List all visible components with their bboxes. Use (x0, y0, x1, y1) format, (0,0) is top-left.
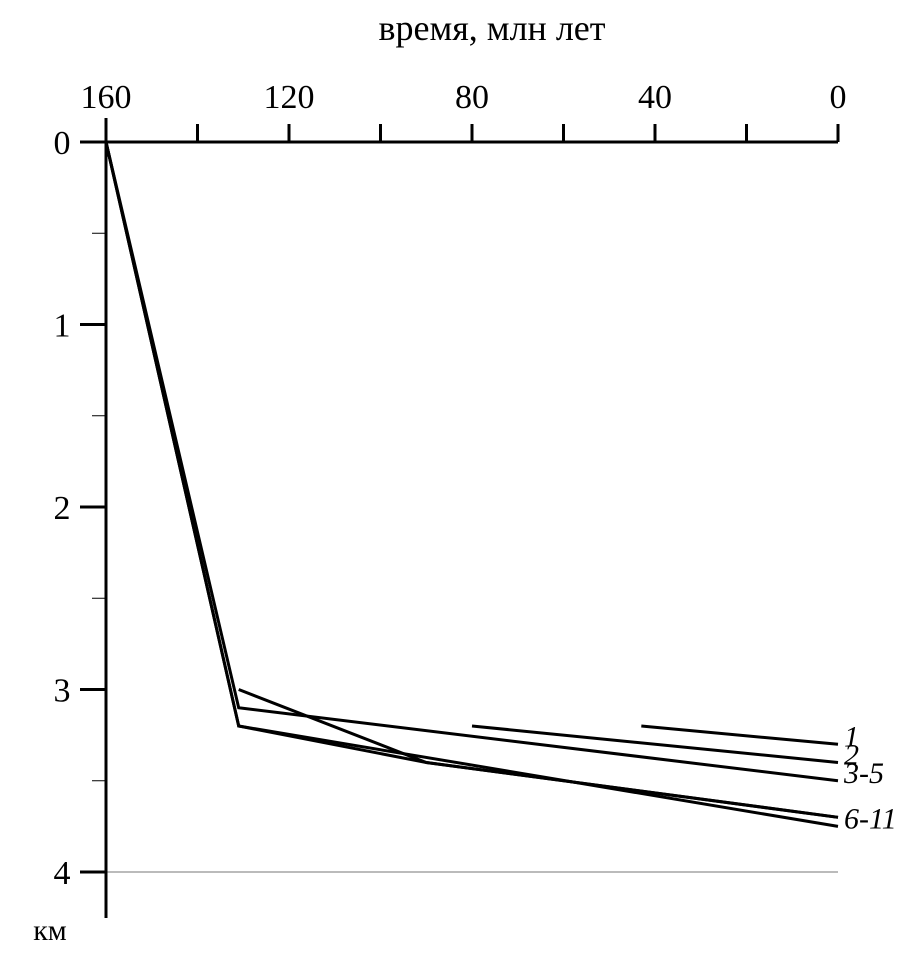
series-label-6-11: 6-11 (844, 802, 897, 835)
series-line-6-11 (104, 141, 839, 828)
series-line-unlabeled-4 (238, 688, 839, 819)
x-tick-label-160: 160 (81, 79, 132, 116)
series-line-3-5 (104, 141, 839, 783)
x-tick-label-80: 80 (455, 79, 489, 116)
x-axis-ticks: 160 120 80 40 0 (81, 79, 847, 142)
series-label-1: 1 (844, 720, 859, 753)
series-line-unlabeled-3 (104, 141, 839, 819)
y-axis-unit: км (33, 914, 67, 947)
x-tick-label-40: 40 (638, 79, 672, 116)
x-tick-label-0: 0 (830, 79, 847, 116)
y-tick-label-0: 0 (54, 125, 71, 162)
series-labels: 123-5 6-11 (843, 720, 897, 835)
series-group (104, 141, 839, 828)
x-tick-label-120: 120 (264, 79, 315, 116)
y-tick-label-1: 1 (54, 308, 71, 345)
y-tick-label-3: 3 (54, 673, 71, 710)
series-line-1 (641, 724, 839, 746)
series-label-2: 2 (844, 739, 859, 772)
y-axis-ticks: 0 1 2 3 4 (54, 125, 106, 892)
y-tick-label-2: 2 (54, 490, 71, 527)
series-label-3-5: 3-5 (843, 757, 884, 790)
y-tick-label-4: 4 (54, 855, 71, 892)
series-line-2 (471, 724, 839, 764)
chart-title: время, млн лет (378, 8, 605, 48)
